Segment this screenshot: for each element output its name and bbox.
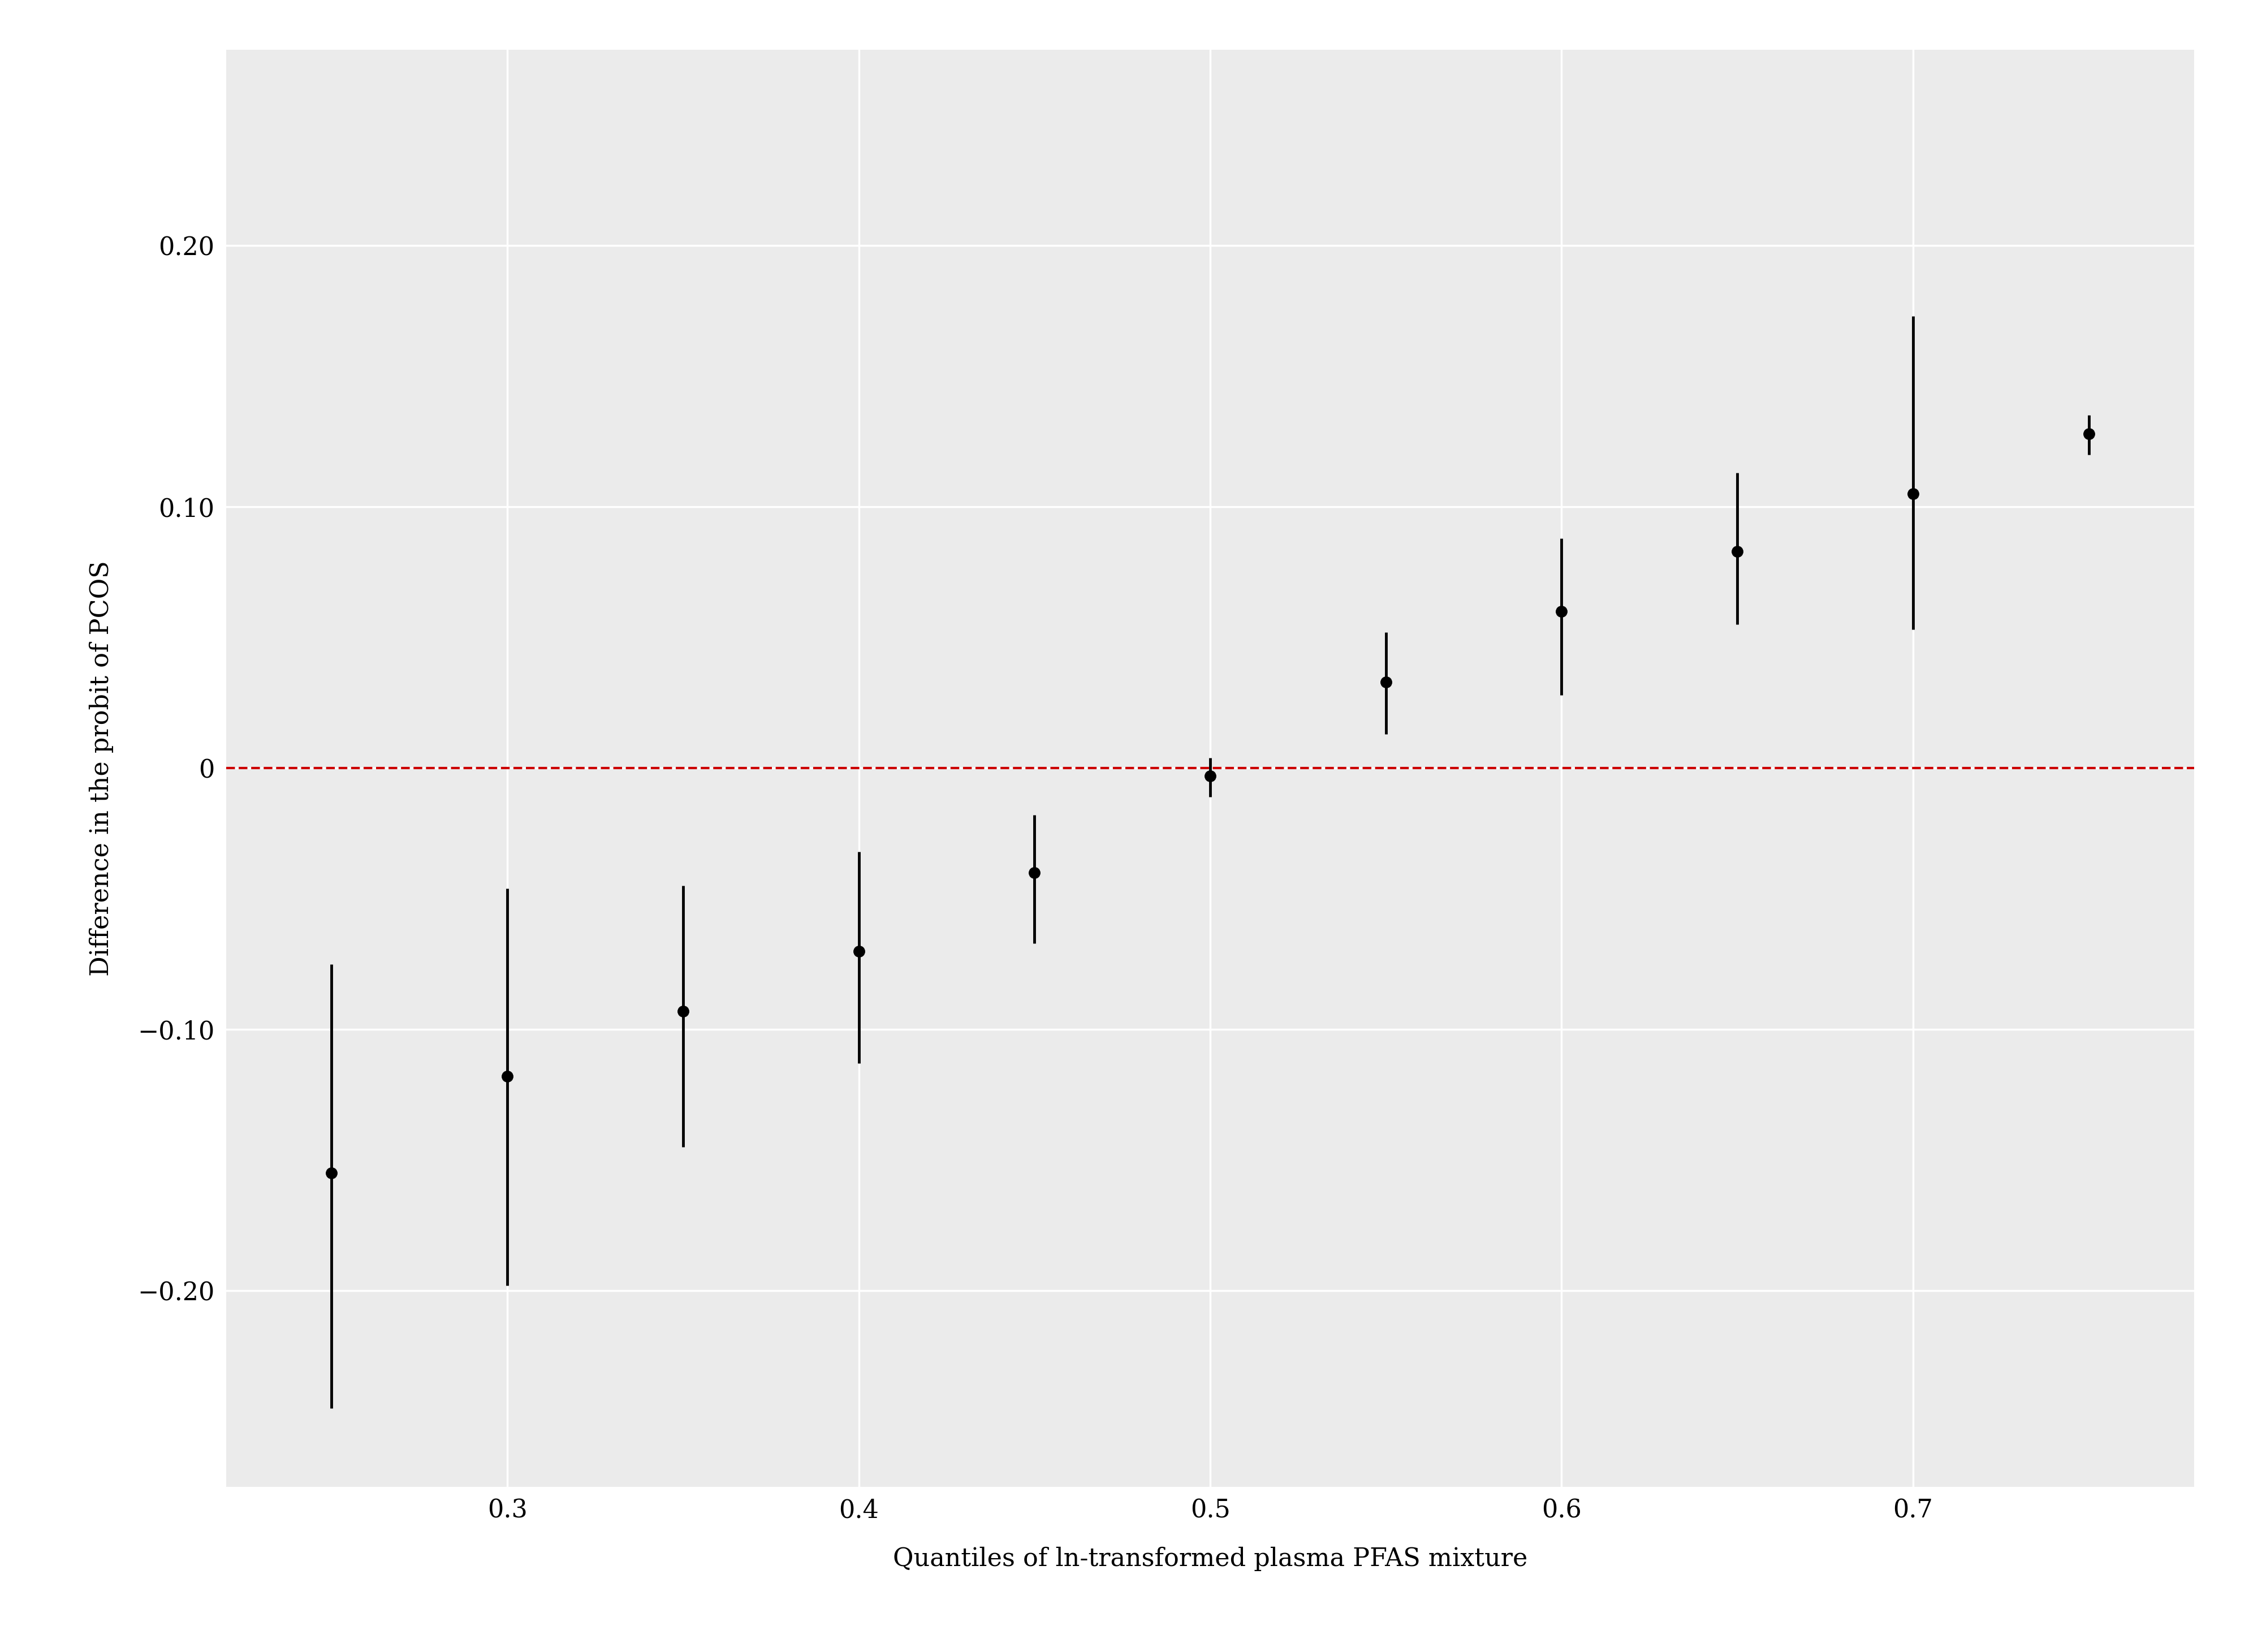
X-axis label: Quantiles of ln-transformed plasma PFAS mixture: Quantiles of ln-transformed plasma PFAS … bbox=[893, 1546, 1527, 1571]
Y-axis label: Difference in the probit of PCOS: Difference in the probit of PCOS bbox=[88, 560, 113, 976]
